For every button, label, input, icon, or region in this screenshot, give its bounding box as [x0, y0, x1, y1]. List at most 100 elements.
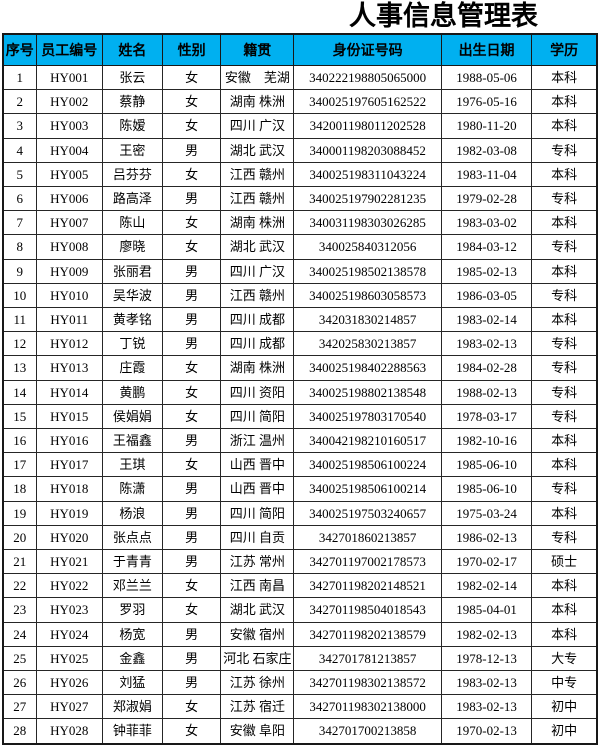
cell-gender[interactable]: 男 [162, 549, 222, 575]
cell-name[interactable]: 张云 [101, 64, 164, 91]
cell-id-number[interactable]: 340031198303026285 [293, 210, 442, 236]
table-row[interactable]: 5 HY005 吕芬芬 女 江西 赣州 340025198311043224 1… [2, 161, 598, 188]
cell-gender[interactable]: 男 [162, 476, 222, 502]
cell-id-number[interactable]: 342031830214857 [293, 307, 442, 333]
cell-id-number[interactable]: 342701198202148521 [293, 573, 442, 599]
cell-birth-date[interactable]: 1978-12-13 [440, 645, 533, 672]
cell-birth-date[interactable]: 1970-02-17 [440, 549, 533, 575]
cell-gender[interactable]: 男 [162, 258, 222, 284]
cell-name[interactable]: 金鑫 [101, 645, 164, 672]
table-row[interactable]: 28 HY028 钟菲菲 女 安徽 阜阳 342701700213858 197… [2, 718, 598, 745]
cell-education[interactable]: 专科 [531, 379, 598, 405]
cell-native-place[interactable]: 四川 广汉 [220, 258, 295, 284]
cell-employee-id[interactable]: HY012 [35, 331, 103, 357]
cell-employee-id[interactable]: HY005 [35, 161, 103, 188]
table-row[interactable]: 9 HY009 张丽君 男 四川 广汉 340025198502138578 1… [2, 258, 598, 284]
cell-gender[interactable]: 男 [162, 331, 222, 357]
cell-name[interactable]: 张丽君 [101, 258, 164, 284]
cell-gender[interactable]: 男 [162, 186, 222, 212]
cell-native-place[interactable]: 安徽 阜阳 [220, 718, 295, 745]
cell-serial-no[interactable]: 26 [2, 670, 37, 696]
cell-education[interactable]: 专科 [531, 186, 598, 212]
cell-id-number[interactable]: 342701198302138572 [293, 670, 442, 696]
cell-education[interactable]: 专科 [531, 403, 598, 430]
cell-name[interactable]: 吴华波 [101, 282, 164, 309]
cell-education[interactable]: 专科 [531, 331, 598, 357]
cell-native-place[interactable]: 江苏 常州 [220, 549, 295, 575]
column-header-birth_date[interactable]: 出生日期 [440, 33, 533, 66]
cell-native-place[interactable]: 四川 资阳 [220, 379, 295, 405]
table-row[interactable]: 23 HY023 罗羽 女 湖北 武汉 342701198504018543 1… [2, 597, 598, 623]
cell-education[interactable]: 初中 [531, 718, 598, 745]
cell-gender[interactable]: 女 [162, 234, 222, 260]
cell-name[interactable]: 王琪 [101, 452, 164, 478]
cell-birth-date[interactable]: 1983-02-13 [440, 331, 533, 357]
cell-name[interactable]: 王密 [101, 137, 164, 163]
cell-employee-id[interactable]: HY018 [35, 476, 103, 502]
cell-education[interactable]: 中专 [531, 670, 598, 696]
cell-birth-date[interactable]: 1983-11-04 [440, 161, 533, 188]
cell-serial-no[interactable]: 27 [2, 694, 37, 720]
cell-name[interactable]: 钟菲菲 [101, 718, 164, 745]
cell-education[interactable]: 专科 [531, 282, 598, 309]
cell-gender[interactable]: 男 [162, 524, 222, 551]
cell-id-number[interactable]: 340025197503240657 [293, 500, 442, 526]
cell-serial-no[interactable]: 21 [2, 549, 37, 575]
cell-serial-no[interactable]: 9 [2, 258, 37, 284]
cell-gender[interactable]: 男 [162, 645, 222, 672]
cell-serial-no[interactable]: 18 [2, 476, 37, 502]
table-row[interactable]: 14 HY014 黄鹏 女 四川 资阳 340025198802138548 1… [2, 379, 598, 405]
cell-id-number[interactable]: 340001198203088452 [293, 137, 442, 163]
cell-serial-no[interactable]: 17 [2, 452, 37, 478]
cell-education[interactable]: 本科 [531, 621, 598, 647]
cell-native-place[interactable]: 江西 赣州 [220, 282, 295, 309]
table-row[interactable]: 26 HY026 刘猛 男 江苏 徐州 342701198302138572 1… [2, 670, 598, 696]
cell-employee-id[interactable]: HY007 [35, 210, 103, 236]
cell-serial-no[interactable]: 7 [2, 210, 37, 236]
cell-native-place[interactable]: 湖北 武汉 [220, 597, 295, 623]
table-row[interactable]: 8 HY008 廖晓 女 湖北 武汉 340025840312056 1984-… [2, 234, 598, 260]
cell-employee-id[interactable]: HY009 [35, 258, 103, 284]
cell-education[interactable]: 专科 [531, 355, 598, 381]
cell-name[interactable]: 丁锐 [101, 331, 164, 357]
cell-native-place[interactable]: 江西 赣州 [220, 161, 295, 188]
cell-serial-no[interactable]: 12 [2, 331, 37, 357]
cell-birth-date[interactable]: 1980-11-20 [440, 113, 533, 139]
cell-birth-date[interactable]: 1986-02-13 [440, 524, 533, 551]
cell-gender[interactable]: 男 [162, 307, 222, 333]
cell-gender[interactable]: 女 [162, 161, 222, 188]
cell-native-place[interactable]: 安徽 宿州 [220, 621, 295, 647]
cell-gender[interactable]: 男 [162, 670, 222, 696]
cell-employee-id[interactable]: HY028 [35, 718, 103, 745]
cell-id-number[interactable]: 340222198805065000 [293, 64, 442, 91]
cell-serial-no[interactable]: 19 [2, 500, 37, 526]
cell-serial-no[interactable]: 22 [2, 573, 37, 599]
cell-education[interactable]: 本科 [531, 89, 598, 115]
cell-gender[interactable]: 女 [162, 113, 222, 139]
cell-name[interactable]: 张点点 [101, 524, 164, 551]
cell-education[interactable]: 本科 [531, 161, 598, 188]
cell-employee-id[interactable]: HY013 [35, 355, 103, 381]
cell-name[interactable]: 黄孝铭 [101, 307, 164, 333]
cell-name[interactable]: 黄鹏 [101, 379, 164, 405]
cell-employee-id[interactable]: HY027 [35, 694, 103, 720]
cell-name[interactable]: 陈嫒 [101, 113, 164, 139]
cell-id-number[interactable]: 340025840312056 [293, 234, 442, 260]
cell-id-number[interactable]: 342001198011202528 [293, 113, 442, 139]
cell-employee-id[interactable]: HY014 [35, 379, 103, 405]
column-header-id_number[interactable]: 身份证号码 [293, 33, 442, 66]
cell-native-place[interactable]: 安徽 芜湖 [220, 64, 295, 91]
cell-birth-date[interactable]: 1983-02-13 [440, 694, 533, 720]
cell-employee-id[interactable]: HY019 [35, 500, 103, 526]
cell-birth-date[interactable]: 1985-04-01 [440, 597, 533, 623]
cell-name[interactable]: 于青青 [101, 549, 164, 575]
cell-education[interactable]: 硕士 [531, 549, 598, 575]
cell-education[interactable]: 本科 [531, 500, 598, 526]
cell-native-place[interactable]: 江苏 徐州 [220, 670, 295, 696]
cell-education[interactable]: 专科 [531, 524, 598, 551]
cell-gender[interactable]: 女 [162, 597, 222, 623]
cell-employee-id[interactable]: HY004 [35, 137, 103, 163]
cell-native-place[interactable]: 四川 成都 [220, 307, 295, 333]
cell-employee-id[interactable]: HY003 [35, 113, 103, 139]
column-header-name[interactable]: 姓名 [101, 33, 164, 66]
